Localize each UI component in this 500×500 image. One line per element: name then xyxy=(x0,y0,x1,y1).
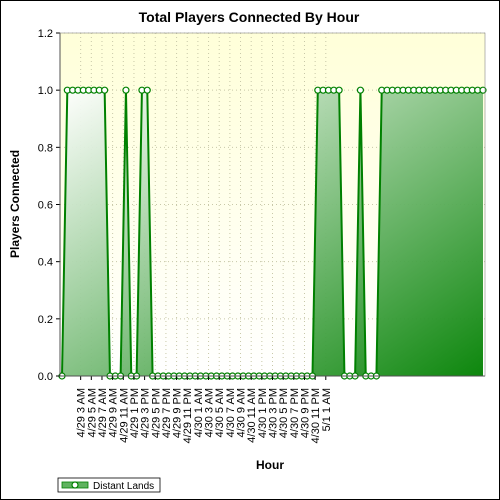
axes xyxy=(56,32,486,380)
y-tick-label: 1.0 xyxy=(38,85,53,97)
x-tick-label: 4/29 3 AM xyxy=(76,388,88,438)
x-tick-label: 4/30 5 PM xyxy=(278,388,290,438)
x-tick-label: 4/29 5 AM xyxy=(86,388,98,438)
data-point[interactable] xyxy=(122,86,130,94)
y-tick-label: 0.8 xyxy=(38,142,53,154)
y-tick-label: 0.2 xyxy=(38,314,53,326)
x-tick-label: 4/30 5 AM xyxy=(214,388,226,438)
x-tick-label: 4/30 1 PM xyxy=(257,388,269,438)
legend[interactable]: Distant Lands xyxy=(57,477,161,493)
y-axis-title: Players Connected xyxy=(8,150,22,258)
x-tick-label: 4/29 5 PM xyxy=(150,388,162,438)
x-tick-label: 4/30 3 AM xyxy=(204,388,216,438)
data-point[interactable] xyxy=(479,86,487,94)
x-axis-title: Hour xyxy=(256,458,284,472)
x-tick-label: 4/30 1 AM xyxy=(193,388,205,438)
x-tick-label: 4/30 7 PM xyxy=(289,388,301,438)
x-tick-label: 4/30 9 AM xyxy=(236,388,248,438)
chart-title: Total Players Connected By Hour xyxy=(139,9,360,25)
x-tick-label: 5/1 1 AM xyxy=(321,388,333,431)
data-point[interactable] xyxy=(335,86,343,94)
legend-marker xyxy=(71,481,79,489)
x-tick-labels: 4/29 3 AM4/29 5 AM4/29 7 AM4/29 9 AM4/29… xyxy=(76,388,333,443)
data-point[interactable] xyxy=(101,86,109,94)
y-tick-label: 1.2 xyxy=(38,28,53,40)
x-tick-label: 4/29 1 PM xyxy=(129,388,141,438)
x-tick-label: 4/29 7 AM xyxy=(97,388,109,438)
x-tick-label: 4/29 9 PM xyxy=(172,388,184,438)
x-tick-label: 4/29 11 AM xyxy=(118,388,130,443)
data-point[interactable] xyxy=(143,86,151,94)
x-tick-label: 4/30 9 PM xyxy=(299,388,311,438)
x-tick-label: 4/29 3 PM xyxy=(140,388,152,438)
y-tick-label: 0.4 xyxy=(38,257,53,269)
x-tick-label: 4/30 7 AM xyxy=(225,388,237,438)
y-tick-label: 0.6 xyxy=(38,200,53,212)
x-tick-label: 4/30 11 PM xyxy=(310,388,322,443)
y-tick-label: 0.0 xyxy=(38,371,53,383)
plot-border xyxy=(59,32,486,377)
y-tick-labels: 0.0 0.2 0.4 0.6 0.8 1.0 1.2 xyxy=(38,28,53,383)
legend-label: Distant Lands xyxy=(93,481,154,492)
x-tick-label: 4/29 11 PM xyxy=(182,388,194,443)
data-point[interactable] xyxy=(356,86,365,94)
x-tick-label: 4/29 9 AM xyxy=(108,388,120,438)
x-tick-label: 4/29 7 PM xyxy=(161,388,173,438)
legend-box xyxy=(57,477,161,493)
x-tick-label: 4/30 11 AM xyxy=(246,388,258,443)
x-tick-label: 4/30 3 PM xyxy=(268,388,280,438)
